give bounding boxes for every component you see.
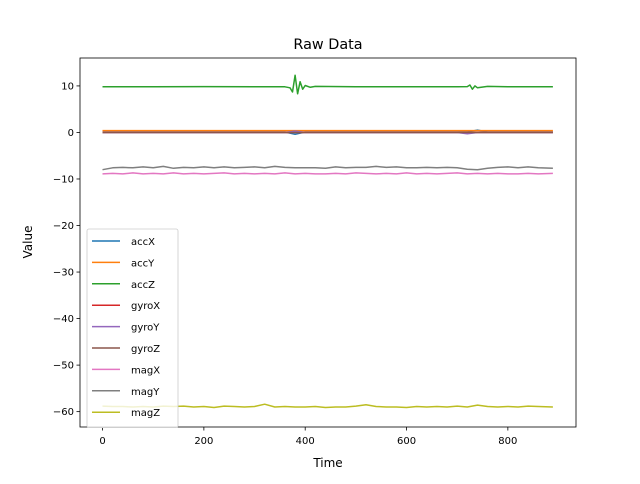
- legend-label-gyroX: gyroX: [131, 301, 160, 312]
- y-tick-label: −40: [53, 314, 74, 325]
- x-axis-label: Time: [312, 456, 342, 470]
- legend: accX accY accZ gyroX gyroY gyroZ magX magY magZ: [86, 228, 179, 429]
- legend-label-magX: magX: [131, 365, 160, 376]
- y-axis-label: Value: [21, 226, 35, 259]
- chart-title: Raw Data: [293, 37, 362, 53]
- x-tick-label: 800: [498, 436, 517, 447]
- legend-label-accY: accY: [131, 258, 155, 269]
- y-tick-label: 0: [68, 128, 74, 139]
- legend-label-accZ: accZ: [131, 280, 155, 291]
- series-line-accZ: [102, 74, 553, 95]
- y-tick-label: −50: [53, 361, 74, 372]
- y-tick-label: −20: [53, 221, 74, 232]
- y-tick-label: 10: [61, 81, 74, 92]
- legend-label-accX: accX: [131, 237, 155, 248]
- series-line-magX: [102, 172, 553, 175]
- x-tick-label: 200: [194, 436, 213, 447]
- x-tick-label: 0: [99, 436, 105, 447]
- series-line-magY: [102, 165, 553, 171]
- x-tick-label: 400: [296, 436, 315, 447]
- axes-frame: [79, 57, 577, 428]
- y-tick-label: −60: [53, 407, 74, 418]
- y-tick-label: −10: [53, 174, 74, 185]
- legend-label-gyroZ: gyroZ: [131, 344, 160, 355]
- legend-label-gyroY: gyroY: [131, 323, 160, 334]
- y-tick-label: −30: [53, 268, 74, 279]
- legend-box: [86, 228, 179, 429]
- legend-label-magY: magY: [131, 387, 160, 398]
- x-tick-label: 600: [397, 436, 416, 447]
- legend-label-magZ: magZ: [131, 408, 160, 419]
